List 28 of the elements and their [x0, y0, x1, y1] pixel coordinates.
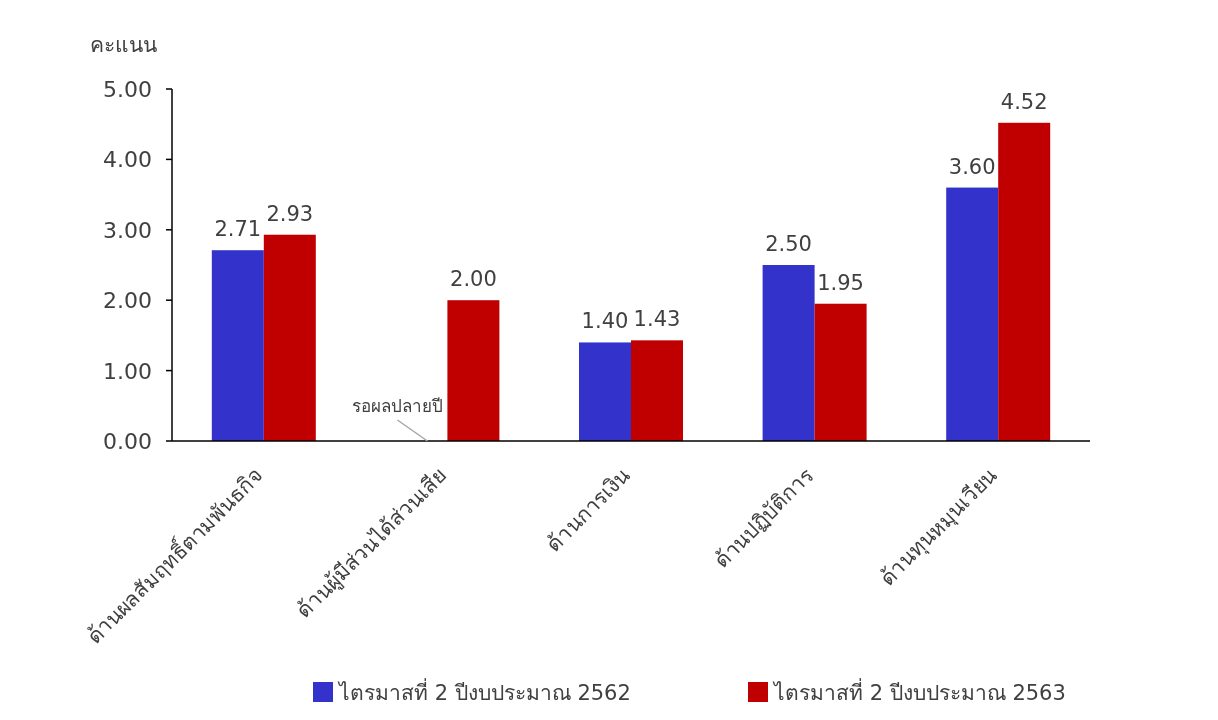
data-label: 2.71 [214, 217, 262, 242]
data-label: 2.00 [450, 267, 497, 292]
legend-label: ไตรมาสที่ 2 ปีงบประมาณ 2562 [337, 678, 631, 705]
bar [211, 250, 264, 441]
bar [946, 187, 999, 441]
bar [998, 122, 1051, 441]
bar [631, 340, 683, 441]
bar [447, 300, 500, 441]
legend-label: ไตรมาสที่ 2 ปีงบประมาณ 2563 [772, 678, 1066, 705]
bar [762, 265, 815, 441]
data-label: 1.40 [581, 309, 629, 334]
bar [579, 342, 631, 441]
data-label: 1.43 [633, 307, 681, 332]
bar [263, 234, 316, 441]
y-tick-label: 3.00 [103, 217, 152, 243]
data-label: 1.95 [817, 270, 864, 295]
data-label: 4.52 [1000, 89, 1048, 114]
y-axis-title: คะแนน [90, 33, 157, 57]
y-tick-label: 2.00 [103, 288, 152, 314]
y-tick-label: 0.00 [103, 429, 152, 454]
annotation: รอผลปลายปี [351, 396, 443, 416]
data-label: 3.60 [948, 154, 996, 179]
y-tick-label: 1.00 [103, 358, 152, 384]
data-label: 2.93 [266, 201, 314, 226]
y-tick-label: 4.00 [103, 147, 152, 173]
bar [814, 303, 867, 441]
y-tick-label: 5.00 [103, 77, 152, 102]
data-label: 2.50 [765, 232, 812, 256]
